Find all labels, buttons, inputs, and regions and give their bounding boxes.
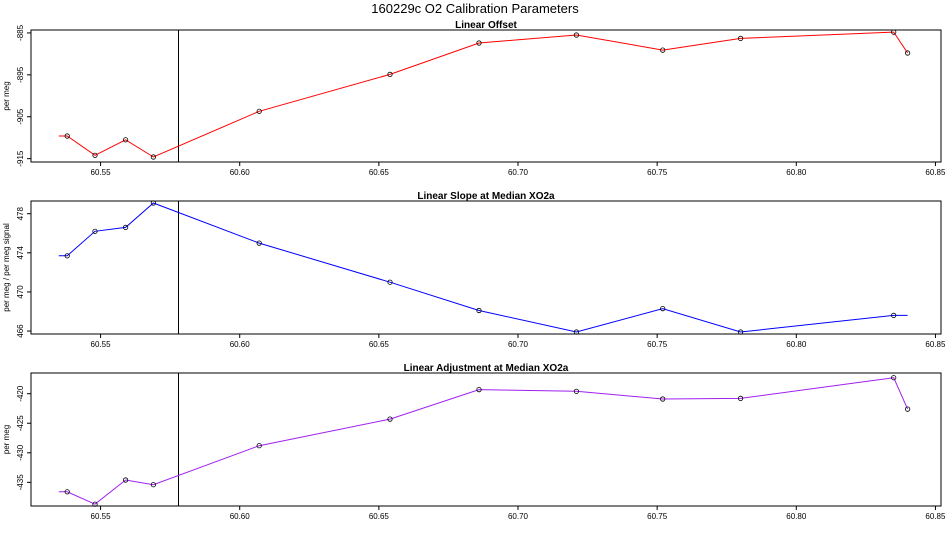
y-axis-label: per meg / per meg signal — [2, 223, 11, 312]
x-tick-label: 60.60 — [230, 512, 251, 521]
x-tick-label: 60.70 — [508, 340, 529, 349]
data-point — [150, 200, 156, 206]
data-point — [64, 133, 70, 139]
series-line — [58, 31, 909, 158]
data-point — [660, 305, 666, 312]
x-tick-label: 60.80 — [786, 168, 807, 177]
panel-title: Linear Offset — [455, 20, 517, 31]
y-tick-label: 474 — [16, 246, 25, 260]
data-point — [92, 152, 98, 158]
y-tick-label: 470 — [16, 285, 25, 299]
data-point — [891, 312, 897, 318]
data-point — [904, 50, 911, 56]
x-tick-label: 60.65 — [369, 340, 390, 349]
x-tick-label: 60.80 — [786, 512, 807, 521]
data-point — [256, 240, 262, 246]
data-point — [737, 395, 744, 401]
y-tick-label: -885 — [16, 24, 25, 41]
x-tick-label: 60.75 — [647, 340, 668, 349]
y-axis-label: per meg — [2, 81, 11, 110]
panel-title: Linear Slope at Median XO2a — [417, 191, 555, 202]
figure-title: 160229c O2 Calibration Parameters — [371, 1, 579, 16]
data-point — [92, 228, 98, 234]
data-point — [387, 279, 393, 285]
data-point — [387, 71, 393, 78]
data-point — [123, 477, 129, 483]
y-tick-label: -430 — [16, 444, 25, 461]
y-tick-label: -425 — [16, 415, 25, 432]
data-point — [573, 32, 580, 38]
x-tick-label: 60.60 — [230, 168, 251, 177]
data-point — [150, 154, 156, 160]
x-tick-label: 60.55 — [91, 168, 112, 177]
data-point — [92, 501, 98, 507]
x-tick-label: 60.70 — [508, 512, 529, 521]
data-point — [573, 329, 580, 335]
chart-panel-3: Linear Adjustment at Median XO2a 60.55 60.… — [2, 363, 946, 521]
data-point — [891, 375, 897, 381]
data-point — [123, 224, 129, 230]
x-tick-label: 60.80 — [786, 340, 807, 349]
y-axis-label: per meg — [2, 425, 11, 454]
data-point — [387, 416, 393, 422]
series-line — [58, 202, 908, 333]
data-point — [256, 108, 262, 114]
y-tick-label: -905 — [16, 108, 25, 125]
x-tick-label: 60.65 — [369, 512, 390, 521]
y-tick-label: -895 — [16, 66, 25, 83]
x-tick-label: 60.85 — [925, 340, 946, 349]
data-point — [123, 137, 129, 143]
data-point — [660, 396, 666, 402]
data-point — [476, 386, 482, 393]
data-point — [64, 253, 70, 259]
panel-title: Linear Adjustment at Median XO2a — [404, 363, 569, 374]
y-tick-label: -915 — [16, 150, 25, 167]
data-point — [737, 35, 744, 42]
plot-frame — [30, 200, 942, 335]
y-tick-label: 466 — [16, 324, 25, 338]
data-point — [891, 29, 897, 35]
data-point — [476, 40, 482, 46]
chart-panel-1: Linear Offset 60.55 60.60 60.65 60.70 60.75 60… — [2, 20, 946, 177]
data-point — [256, 443, 262, 449]
x-tick-label: 60.65 — [369, 168, 390, 177]
plot-frame — [30, 29, 942, 163]
data-point — [476, 307, 482, 314]
series-line — [58, 377, 909, 505]
x-tick-label: 60.75 — [647, 168, 668, 177]
data-point — [150, 482, 156, 488]
y-tick-label: 478 — [16, 206, 25, 220]
data-point — [737, 329, 744, 335]
y-tick-label: -435 — [16, 474, 25, 491]
x-tick-label: 60.85 — [925, 168, 946, 177]
plot-frame — [30, 372, 942, 507]
x-tick-label: 60.75 — [647, 512, 668, 521]
chart-panel-2: Linear Slope at Median XO2a 60.55 60.60 60.… — [2, 191, 946, 349]
x-tick-label: 60.85 — [925, 512, 946, 521]
data-point — [660, 47, 666, 53]
x-tick-label: 60.55 — [91, 512, 112, 521]
y-tick-label: -420 — [16, 385, 25, 402]
data-point — [904, 406, 911, 412]
data-point — [64, 489, 70, 495]
x-tick-label: 60.70 — [508, 168, 529, 177]
data-point — [573, 388, 580, 394]
x-tick-label: 60.55 — [91, 340, 112, 349]
x-tick-label: 60.60 — [230, 340, 251, 349]
